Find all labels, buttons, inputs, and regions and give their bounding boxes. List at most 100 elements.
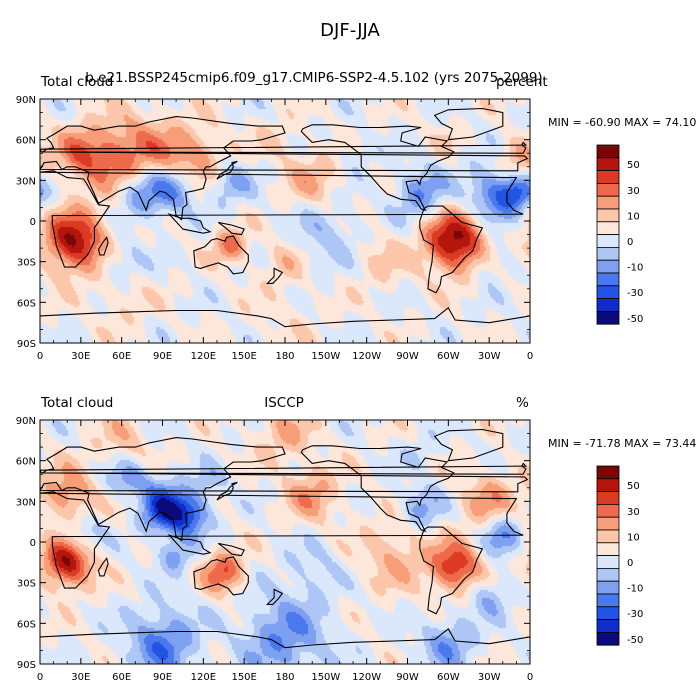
new-zealand-coast [265, 267, 284, 284]
colorbar-swatch [596, 568, 620, 582]
antarctica-coast [40, 306, 530, 328]
x-tick-label: 60W [437, 672, 460, 683]
madagascar-coast [97, 236, 109, 256]
colorbar-tick-label: -10 [627, 584, 643, 595]
colorbar-tick-label: -50 [627, 314, 643, 325]
south-america-coast [419, 205, 484, 294]
bottom-map-panel [40, 420, 530, 664]
bottom-coastlines [40, 428, 530, 649]
x-tick-label: 120E [191, 672, 216, 683]
eurasia-coast [40, 116, 529, 221]
colorbar-tick-label: 10 [627, 532, 640, 543]
top-panel-right-title: percent [496, 74, 548, 90]
y-tick-label: 30N [16, 176, 36, 187]
colorbar-tick-label: 30 [627, 186, 640, 197]
x-tick-label: 90W [396, 351, 419, 362]
y-tick-label: 0 [30, 217, 36, 228]
y-tick-label: 90N [16, 416, 36, 427]
x-tick-label: 30E [71, 672, 90, 683]
colorbar-tick-label: -50 [627, 635, 643, 646]
x-tick-label: 30E [71, 351, 90, 362]
colorbar-tick-label: -30 [627, 288, 643, 299]
figure-title: DJF-JJA [320, 20, 380, 41]
indonesia-coast [167, 534, 212, 555]
x-tick-label: 60W [437, 351, 460, 362]
colorbar-tick-label: -30 [627, 609, 643, 620]
x-tick-label: 150E [231, 672, 256, 683]
y-tick-label: 30S [17, 258, 36, 269]
x-tick-label: 30W [478, 672, 501, 683]
south-america-coast [419, 526, 484, 615]
y-tick-label: 30S [17, 579, 36, 590]
colorbar-tick-label: 0 [627, 237, 633, 248]
x-tick-label: 0 [37, 351, 43, 362]
x-tick-label: 90E [153, 672, 172, 683]
y-tick-label: 90S [17, 660, 36, 671]
colorbar-tick-label: 50 [627, 481, 640, 492]
greenland-coast [433, 107, 504, 141]
eurasia-coast [40, 437, 529, 542]
new-guinea-coast [217, 542, 245, 557]
colorbar-swatch [596, 631, 620, 646]
colorbar-swatch [596, 606, 620, 621]
new-guinea-coast [217, 221, 245, 236]
x-tick-label: 0 [37, 672, 43, 683]
x-tick-label: 60E [112, 672, 131, 683]
australia-coast [193, 235, 249, 275]
y-tick-label: 90S [17, 339, 36, 350]
x-tick-label: 120W [352, 351, 381, 362]
greenland-coast [433, 428, 504, 462]
x-tick-label: 90W [396, 672, 419, 683]
colorbar-swatch [596, 619, 620, 633]
x-tick-label: 150E [231, 351, 256, 362]
bottom-panel-right-title: % [516, 395, 529, 411]
x-tick-label: 120W [352, 672, 381, 683]
japan-coast [216, 481, 238, 501]
top-colorbar: 50 30 10 0 -10 -30 -50 [596, 144, 643, 325]
colorbar-swatch [596, 310, 620, 325]
bottom-colorbar: 50 30 10 0 -10 -30 -50 [596, 465, 643, 646]
y-tick-label: 60N [16, 136, 36, 147]
y-tick-label: 90N [16, 95, 36, 106]
colorbar-tick-label: 30 [627, 507, 640, 518]
top-panel-minmax: MIN = -60.90 MAX = 74.10 [548, 116, 697, 129]
top-panel-center-title: b.e21.BSSP245cmip6.f09_g17.CMIP6-SSP2-4.… [85, 70, 543, 86]
colorbar-swatch [596, 504, 620, 518]
x-tick-label: 0 [527, 351, 533, 362]
japan-coast [216, 160, 238, 180]
map-frame [39, 419, 531, 665]
colorbar-swatch [596, 542, 620, 557]
y-tick-label: 60N [16, 457, 36, 468]
africa-coast [40, 170, 524, 268]
colorbar-swatch [596, 478, 620, 492]
colorbar-swatch [596, 465, 620, 480]
bottom-panel-left-title: Total cloud [41, 395, 114, 411]
colorbar-swatch [596, 580, 620, 595]
colorbar-swatch [596, 529, 620, 544]
x-tick-label: 30W [478, 351, 501, 362]
north-america-coast [300, 445, 455, 533]
x-tick-label: 150W [311, 672, 340, 683]
x-tick-label: 180 [275, 351, 294, 362]
x-tick-label: 150W [311, 351, 340, 362]
top-coastlines [40, 107, 530, 328]
x-tick-label: 120E [191, 351, 216, 362]
north-america-coast [300, 124, 455, 212]
x-tick-label: 180 [275, 672, 294, 683]
y-tick-label: 0 [30, 538, 36, 549]
australia-coast [193, 556, 249, 596]
x-tick-label: 0 [527, 672, 533, 683]
africa-coast [40, 491, 524, 589]
y-tick-label: 60S [17, 298, 36, 309]
bottom-panel-center-title: ISCCP [264, 395, 304, 411]
antarctica-coast [40, 627, 530, 649]
top-map-panel [40, 99, 530, 343]
colorbar-swatch [596, 516, 620, 531]
x-tick-label: 60E [112, 351, 131, 362]
top-panel-left-title: Total cloud [41, 74, 114, 90]
colorbar-tick-label: -10 [627, 263, 643, 274]
y-tick-label: 60S [17, 619, 36, 630]
colorbar-swatch [596, 491, 620, 505]
